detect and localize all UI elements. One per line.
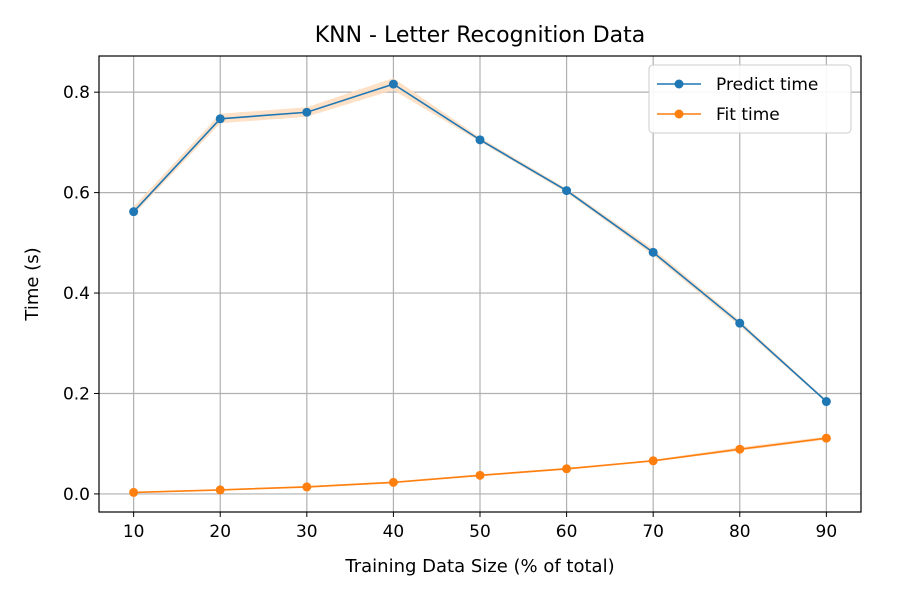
x-tick-label: 70 (642, 522, 664, 542)
predict-time-point (648, 247, 658, 257)
predict-time-point (821, 397, 831, 407)
y-axis-label: Time (s) (22, 247, 43, 321)
predict-time-point (735, 318, 745, 328)
y-tick-label: 0.8 (63, 83, 90, 103)
x-tick-label: 10 (123, 522, 145, 542)
y-tick-label: 0.0 (63, 485, 90, 505)
predict-time-legend-marker (674, 79, 684, 89)
fit-time-point (821, 433, 831, 443)
x-tick-label: 20 (209, 522, 231, 542)
x-tick-label: 50 (469, 522, 491, 542)
fit-time-point (648, 456, 658, 466)
fit-time-point (302, 482, 312, 492)
axis-ticks: 10 20 30 40 50 60 70 80 90 0.0 0.2 0.4 0.6 0.8 (63, 83, 837, 542)
legend: Predict time Fit time (648, 64, 852, 134)
y-tick-label: 0.2 (63, 384, 90, 404)
y-tick-label: 0.4 (63, 284, 90, 304)
predict-time-point (302, 107, 312, 117)
predict-time-point (475, 135, 485, 145)
predict-time-point (129, 207, 139, 217)
fit-time-point (735, 444, 745, 454)
x-tick-label: 90 (816, 522, 838, 542)
x-axis-label: Training Data Size (% of total) (344, 556, 614, 577)
plot-frame (98, 55, 862, 513)
y-tick-label: 0.6 (63, 184, 90, 204)
predict-time-legend-label: Predict time (716, 75, 818, 95)
legend-box (648, 64, 852, 134)
x-tick-label: 40 (383, 522, 405, 542)
x-tick-label: 80 (729, 522, 751, 542)
chart-title: KNN - Letter Recognition Data (315, 23, 646, 48)
fit-time-point (562, 464, 572, 474)
fit-time-point (129, 487, 139, 497)
fit-time-legend-marker (674, 109, 684, 119)
fit-time-point (475, 470, 485, 480)
fit-time-point (215, 485, 225, 495)
predict-time-point (562, 186, 572, 196)
predict-time-point (388, 79, 398, 89)
predict-time-point (215, 114, 225, 124)
x-tick-label: 60 (556, 522, 578, 542)
fit-time-legend-label: Fit time (716, 105, 780, 125)
x-tick-label: 30 (296, 522, 318, 542)
series-points (129, 79, 831, 497)
fit-time-point (388, 477, 398, 487)
